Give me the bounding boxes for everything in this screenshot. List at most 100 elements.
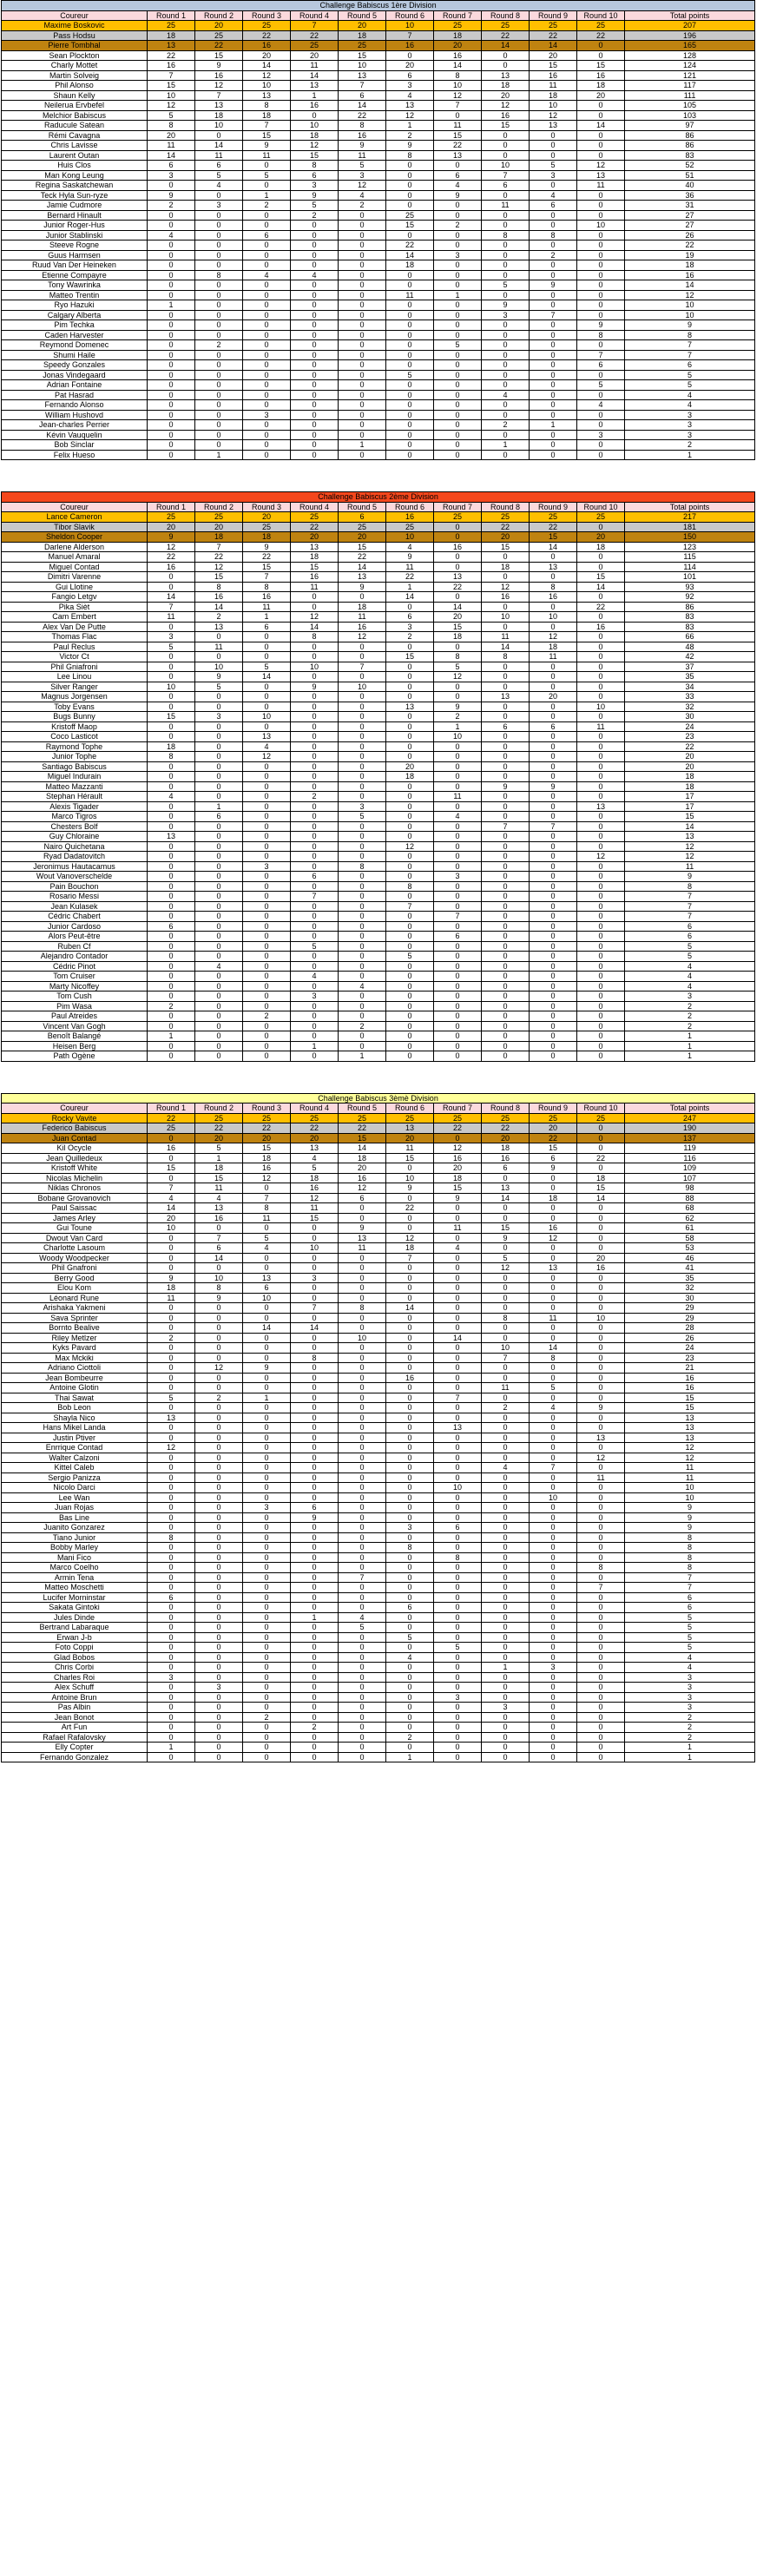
table-row[interactable]: Pim Wasa 2 0 0 0 0 0 0 0 0 0 2 [1, 1000, 756, 1011]
header-round-1[interactable]: Round 1 [147, 501, 195, 512]
table-row[interactable]: Fernando Alonso 0 0 0 0 0 0 0 0 0 4 4 [1, 399, 756, 411]
table-row[interactable]: Kil Ocycle 16 5 15 13 14 11 12 18 15 0 119 [1, 1143, 756, 1154]
table-row[interactable]: Alex Schuff 0 3 0 0 0 0 0 0 0 0 3 [1, 1682, 756, 1693]
table-row[interactable]: Lance Cameron 25 25 20 25 6 16 25 25 25 25 217 [1, 511, 756, 523]
table-row[interactable]: Ruud Van Der Heineken 0 0 0 0 0 18 0 0 0 0 18 [1, 260, 756, 271]
table-row[interactable]: Jean Kulasek 0 0 0 0 0 7 0 0 0 0 7 [1, 900, 756, 912]
table-row[interactable]: Coco Lasticot 0 0 13 0 0 0 10 0 0 0 23 [1, 731, 756, 742]
table-row[interactable]: Alex Van De Putte 0 13 6 14 16 3 15 0 0 16 83 [1, 621, 756, 632]
table-row[interactable]: Alexis Tigader 0 1 0 0 3 0 0 0 0 13 17 [1, 800, 756, 812]
table-row[interactable]: Miguel Indurain 0 0 0 0 0 18 0 0 0 0 18 [1, 771, 756, 782]
table-row[interactable]: Juan Contad 0 20 20 20 15 20 0 20 22 0 137 [1, 1132, 756, 1143]
table-row[interactable]: Jules Dinde 0 0 0 1 4 0 0 0 0 0 5 [1, 1611, 756, 1623]
table-row[interactable]: Nicolo Darci 0 0 0 0 0 0 10 0 0 0 10 [1, 1482, 756, 1493]
table-row[interactable]: Pika Sièt 7 14 11 0 18 0 14 0 0 22 86 [1, 601, 756, 612]
table-row[interactable]: Tiano Junior 8 0 0 0 0 0 0 0 0 0 8 [1, 1532, 756, 1543]
table-row[interactable]: Benoît Balangé 1 0 0 0 0 0 0 0 0 0 1 [1, 1031, 756, 1042]
table-row[interactable]: Lee Linou 0 9 14 0 0 0 12 0 0 0 35 [1, 671, 756, 682]
table-row[interactable]: Charlotte Lasoum 0 6 4 10 11 18 4 0 0 0 53 [1, 1242, 756, 1254]
table-row[interactable]: Wout Vanoverschelde 0 0 0 6 0 0 3 0 0 0 9 [1, 871, 756, 882]
table-row[interactable]: Max Mckiki 0 0 0 8 0 0 0 7 8 0 23 [1, 1352, 756, 1363]
table-row[interactable]: Bobby Marley 0 0 0 0 0 8 0 0 0 0 8 [1, 1542, 756, 1553]
table-row[interactable]: Fangio Letgv 14 16 16 0 0 14 0 16 16 0 92 [1, 591, 756, 603]
table-row[interactable]: Dimitri Varenne 0 15 7 16 13 22 13 0 0 15 101 [1, 571, 756, 583]
table-row[interactable]: Neilerua Ervbefel 12 13 8 16 14 13 7 12 10 0 105 [1, 100, 756, 111]
table-row[interactable]: Tony Wawrinka 0 0 0 0 0 0 0 5 9 0 14 [1, 280, 756, 291]
table-row[interactable]: Caden Harvester 0 0 0 0 0 0 0 0 0 8 8 [1, 329, 756, 340]
table-row[interactable]: Toby Evans 0 0 0 0 0 13 9 0 0 10 32 [1, 701, 756, 712]
table-row[interactable]: Rocky Vavite 22 25 25 25 25 25 25 25 25 25 247 [1, 1112, 756, 1123]
header-round-10[interactable]: Round 10 [576, 501, 625, 512]
table-row[interactable]: Sergio Panizza 0 0 0 0 0 0 0 0 0 11 11 [1, 1472, 756, 1483]
table-row[interactable]: Federico Babiscus 25 22 22 22 22 13 22 22 20 0 190 [1, 1123, 756, 1134]
table-row[interactable]: Jamie Cudmore 2 3 2 5 2 0 0 11 6 0 31 [1, 200, 756, 211]
table-row[interactable]: Bob Sinclar 0 0 0 0 1 0 0 1 0 0 2 [1, 439, 756, 451]
table-row[interactable]: Arishaka Yakmeni 0 0 0 7 8 14 0 0 0 0 29 [1, 1302, 756, 1314]
table-row[interactable]: Melchior Babiscus 5 18 18 0 22 12 0 16 12 0 103 [1, 109, 756, 121]
header-round-1[interactable]: Round 1 [147, 10, 195, 21]
table-row[interactable]: Paul Atreides 0 0 2 0 0 0 0 0 0 0 2 [1, 1011, 756, 1022]
table-row[interactable]: Cédric Chabert 0 0 0 0 0 0 7 0 0 0 7 [1, 911, 756, 922]
header-round-2[interactable]: Round 2 [194, 1103, 243, 1114]
table-row[interactable]: Justin Ptiver 0 0 0 0 0 0 0 0 0 13 13 [1, 1432, 756, 1443]
header-round-1[interactable]: Round 1 [147, 1103, 195, 1114]
table-row[interactable]: Jean Quilledeux 0 1 18 4 18 15 16 16 6 22 116 [1, 1152, 756, 1163]
table-row[interactable]: Gui Llotine 0 8 8 11 9 1 22 12 8 14 93 [1, 581, 756, 592]
table-row[interactable]: Chris Lavisse 11 14 9 12 9 9 22 0 0 0 86 [1, 140, 756, 151]
header-round-4[interactable]: Round 4 [290, 1103, 339, 1114]
table-row[interactable]: Woody Woodpecker 0 14 0 0 0 7 0 5 0 20 46 [1, 1252, 756, 1263]
header-round-4[interactable]: Round 4 [290, 10, 339, 21]
table-row[interactable]: Riley Metlzer 2 0 0 0 10 0 14 0 0 0 26 [1, 1332, 756, 1343]
table-row[interactable]: Speedy Gonzales 0 0 0 0 0 0 0 0 0 6 6 [1, 359, 756, 371]
table-row[interactable]: Erwan J-b 0 0 0 0 0 5 0 0 0 0 5 [1, 1631, 756, 1643]
header-round-4[interactable]: Round 4 [290, 501, 339, 512]
table-row[interactable]: Junior Tophe 8 0 12 0 0 0 0 0 0 0 20 [1, 751, 756, 762]
table-row[interactable]: Chesters Bolf 0 0 0 0 0 0 0 7 7 0 14 [1, 820, 756, 832]
table-row[interactable]: Pain Bouchon 0 0 0 0 0 8 0 0 0 0 8 [1, 880, 756, 892]
table-row[interactable]: Niklas Chronos 7 11 0 16 12 9 15 13 0 15 98 [1, 1183, 756, 1194]
header-round-3[interactable]: Round 3 [242, 501, 291, 512]
header-round-9[interactable]: Round 9 [529, 10, 577, 21]
table-row[interactable]: Jean Bonot 0 0 2 0 0 0 0 0 0 0 2 [1, 1711, 756, 1723]
table-row[interactable]: Thai Sawat 5 2 1 0 0 0 7 0 0 0 15 [1, 1392, 756, 1403]
header-round-2[interactable]: Round 2 [194, 10, 243, 21]
table-row[interactable]: Teck Hyla Sun-ryze 9 0 1 9 4 0 9 0 4 0 36 [1, 189, 756, 201]
header-total-points[interactable]: Total points [623, 501, 756, 512]
header-total-points[interactable]: Total points [623, 10, 756, 21]
header-round-6[interactable]: Round 6 [385, 501, 434, 512]
table-row[interactable]: Rafael Rafalovsky 0 0 0 0 0 2 0 0 0 0 2 [1, 1731, 756, 1743]
table-row[interactable]: Gui Toune 10 0 0 0 9 0 11 15 16 0 61 [1, 1222, 756, 1234]
table-row[interactable]: Paul Saissac 14 13 8 11 0 22 0 0 0 0 68 [1, 1202, 756, 1214]
header-round-3[interactable]: Round 3 [242, 10, 291, 21]
table-row[interactable]: Stephan Hérault 4 0 0 2 0 0 11 0 0 0 17 [1, 791, 756, 802]
header-round-10[interactable]: Round 10 [576, 10, 625, 21]
table-row[interactable]: Bobane Grovanovich 4 4 7 12 6 0 9 14 18 14 88 [1, 1192, 756, 1203]
table-row[interactable]: Junior Stablinski 4 0 6 0 0 0 0 8 8 0 26 [1, 229, 756, 240]
table-row[interactable]: Kristoff White 15 18 16 5 20 0 20 6 9 0 109 [1, 1163, 756, 1174]
table-row[interactable]: Foto Coppi 0 0 0 0 0 0 5 0 0 0 5 [1, 1642, 756, 1653]
table-row[interactable]: Lee Wan 0 0 0 0 0 0 0 0 10 0 10 [1, 1492, 756, 1503]
table-row[interactable]: Etienne Compayre 0 8 4 4 0 0 0 0 0 0 16 [1, 269, 756, 280]
table-row[interactable]: Jean-charles Perrier 0 0 0 0 0 0 0 2 1 0 3 [1, 419, 756, 431]
table-row[interactable]: Rosario Messi 0 0 0 7 0 0 0 0 0 0 7 [1, 891, 756, 902]
table-row[interactable]: Jeronimus Hautacamus 0 0 3 0 8 0 0 0 0 0 11 [1, 860, 756, 872]
table-row[interactable]: Sakata Gintoki 0 0 0 0 0 6 0 0 0 0 6 [1, 1602, 756, 1613]
table-row[interactable]: Bob Leon 0 0 0 0 0 0 0 2 4 9 15 [1, 1402, 756, 1413]
table-row[interactable]: Rémi Cavagna 20 0 15 18 16 2 15 0 0 0 86 [1, 129, 756, 141]
table-row[interactable]: Bernard Hinault 0 0 0 2 0 25 0 0 0 0 27 [1, 209, 756, 221]
table-row[interactable]: Nicolas Michelin 0 15 12 18 16 10 18 0 0 18 107 [1, 1172, 756, 1183]
table-row[interactable]: Huis Clos 6 6 0 8 5 0 0 10 5 12 52 [1, 160, 756, 171]
table-row[interactable]: Alors Peut-être 0 0 0 0 0 0 6 0 0 0 6 [1, 931, 756, 942]
table-row[interactable]: Ryo Hazuki 1 0 0 0 0 0 0 9 0 0 10 [1, 300, 756, 311]
table-row[interactable]: Adriano Ciottoli 0 12 9 0 0 0 0 0 0 0 21 [1, 1362, 756, 1374]
header-round-2[interactable]: Round 2 [194, 501, 243, 512]
table-row[interactable]: Armin Tena 0 0 0 0 7 0 0 0 0 0 7 [1, 1571, 756, 1583]
header-round-3[interactable]: Round 3 [242, 1103, 291, 1114]
table-row[interactable]: Mani Fico 0 0 0 0 0 0 8 0 0 0 8 [1, 1552, 756, 1563]
table-row[interactable]: Adrian Fontaine 0 0 0 0 0 0 0 0 0 5 5 [1, 379, 756, 391]
table-row[interactable]: Art Fun 0 0 0 2 0 0 0 0 0 0 2 [1, 1722, 756, 1733]
table-row[interactable]: Phil Gnafroni 0 0 0 0 0 0 0 12 13 16 41 [1, 1262, 756, 1274]
table-row[interactable]: Regina Saskatchewan 0 4 0 3 12 0 4 6 0 11 40 [1, 180, 756, 191]
table-row[interactable]: Bertrand Labaraque 0 0 0 0 5 0 0 0 0 0 5 [1, 1622, 756, 1633]
header-round-10[interactable]: Round 10 [576, 1103, 625, 1114]
